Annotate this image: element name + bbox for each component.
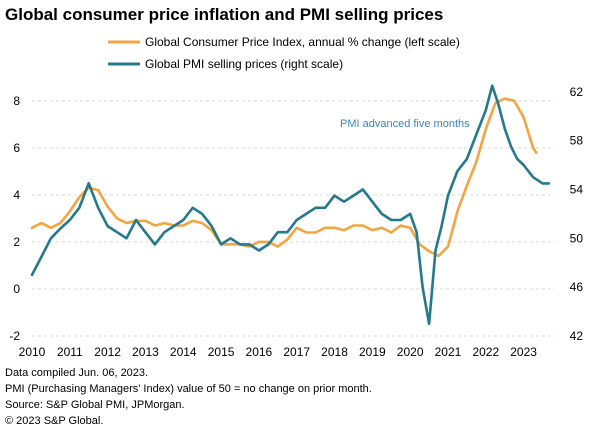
chart-annotation: PMI advanced five months [340,118,470,130]
left-tick-label-1: 0 [13,282,20,296]
right-tick-label-0: 42 [570,329,584,343]
left-tick-label-3: 4 [13,188,20,202]
chart-title: Global consumer price inflation and PMI … [5,5,444,24]
x-tick-label-2: 2012 [94,345,121,359]
right-tick-label-2: 50 [570,231,584,245]
series-lines [30,84,551,326]
x-tick-label-5: 2015 [208,345,235,359]
note-pmi-definition: PMI (Purchasing Managers' Index) value o… [5,383,372,395]
x-tick-label-9: 2019 [359,345,386,359]
x-tick-label-11: 2021 [435,345,462,359]
note-source: Source: S&P Global PMI, JPMorgan. [5,399,185,411]
right-tick-label-1: 46 [570,280,584,294]
right-tick-label-4: 58 [570,134,584,148]
x-tick-label-10: 2020 [397,345,424,359]
left-tick-label-2: 2 [13,235,20,249]
left-tick-label-5: 8 [13,94,20,108]
note-copyright: © 2023 S&P Global. [5,415,104,427]
legend: Global Consumer Price Index, annual % ch… [108,35,460,71]
note-data-compiled: Data compiled Jun. 06, 2023. [5,367,149,379]
legend-label-pmi-line: Global PMI selling prices (right scale) [145,57,343,71]
left-axis-ticks: -2 0 2 4 6 8 [9,94,20,343]
x-tick-label-7: 2017 [283,345,310,359]
x-axis-ticks: 2010 2011 2012 2013 2014 2015 2016 2017 2018 2019… [19,345,538,359]
cpi-line [30,97,538,258]
x-tick-label-3: 2013 [132,345,159,359]
x-tick-label-4: 2014 [170,345,197,359]
left-tick-label-4: 6 [13,141,20,155]
x-tick-label-12: 2022 [472,345,499,359]
x-tick-label-0: 2010 [19,345,46,359]
x-tick-label-8: 2018 [321,345,348,359]
x-tick-label-13: 2023 [510,345,537,359]
x-tick-label-1: 2011 [57,345,83,359]
right-tick-label-5: 62 [570,85,584,99]
right-axis-ticks: 42 46 50 54 58 62 [570,85,584,343]
right-tick-label-3: 54 [570,182,584,196]
legend-label-cpi-line: Global Consumer Price Index, annual % ch… [145,35,460,49]
left-tick-label-0: -2 [9,329,20,343]
x-tick-label-6: 2016 [246,345,273,359]
pmi-line [30,84,551,326]
